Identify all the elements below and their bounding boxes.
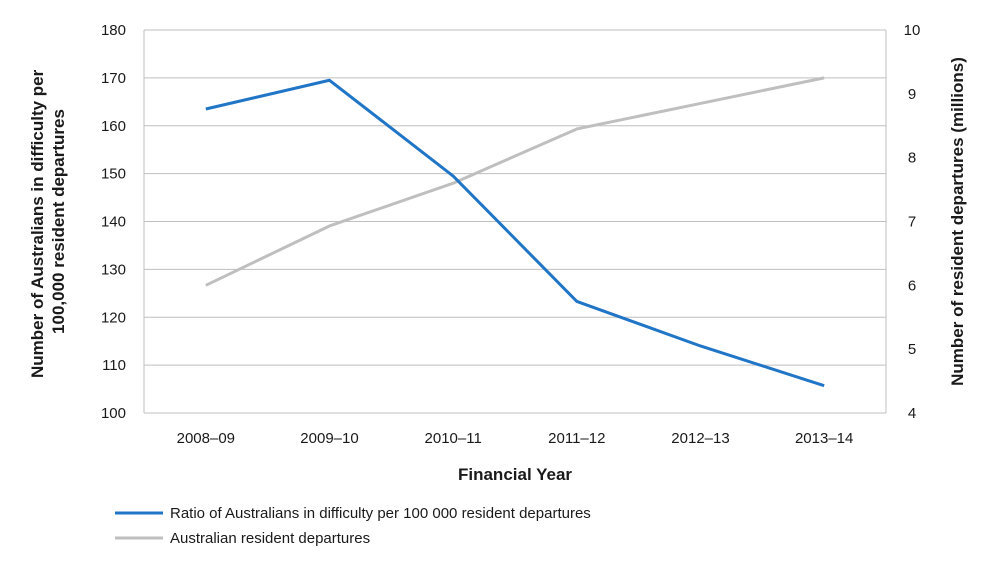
x-tick-label: 2011–12 [548, 430, 605, 447]
left-axis-title: Number of Australians in difficulty per … [28, 65, 68, 378]
left-axis-ticks: 100 110 120 130 140 150 160 170 180 [101, 22, 126, 422]
right-tick-label: 4 [908, 405, 916, 422]
legend-label-ratio: Ratio of Australians in difficulty per 1… [170, 505, 591, 522]
x-tick-label: 2009–10 [300, 430, 358, 447]
left-tick-label: 180 [101, 22, 126, 39]
right-tick-label: 5 [908, 341, 916, 358]
legend-label-departures: Australian resident departures [170, 530, 370, 547]
x-tick-label: 2013–14 [795, 430, 853, 447]
left-tick-label: 140 [101, 214, 126, 231]
gridlines [143, 29, 887, 414]
left-tick-label: 100 [101, 405, 126, 422]
series-line-departures [205, 76, 825, 287]
right-axis-ticks: 4 5 6 7 8 9 10 [904, 22, 921, 422]
x-tick-label: 2012–13 [671, 430, 729, 447]
right-tick-label: 7 [908, 214, 916, 231]
right-tick-label: 10 [904, 22, 921, 39]
left-tick-label: 170 [101, 70, 126, 87]
right-tick-label: 6 [908, 277, 916, 294]
right-tick-label: 8 [908, 150, 916, 167]
x-axis-title: Financial Year [458, 465, 572, 484]
x-tick-label: 2008–09 [177, 430, 235, 447]
series-lines [205, 76, 825, 388]
legend: Ratio of Australians in difficulty per 1… [115, 505, 591, 547]
left-tick-label: 130 [101, 261, 126, 278]
series-line-ratio [205, 78, 825, 388]
left-tick-label: 120 [101, 309, 126, 326]
left-axis-title-line-1: Number of Australians in difficulty per [28, 69, 47, 378]
right-axis-title: Number of resident departures (millions) [948, 57, 967, 386]
right-tick-label: 9 [908, 86, 916, 103]
left-tick-label: 150 [101, 166, 126, 183]
left-tick-label: 160 [101, 118, 126, 135]
x-axis-ticks: 2008–09 2009–10 2010–11 2011–12 2012–13 2013–… [177, 430, 854, 447]
left-axis-title-line-2: 100,000 resident departures [49, 109, 68, 334]
x-tick-label: 2010–11 [425, 430, 482, 447]
left-tick-label: 110 [102, 357, 126, 374]
